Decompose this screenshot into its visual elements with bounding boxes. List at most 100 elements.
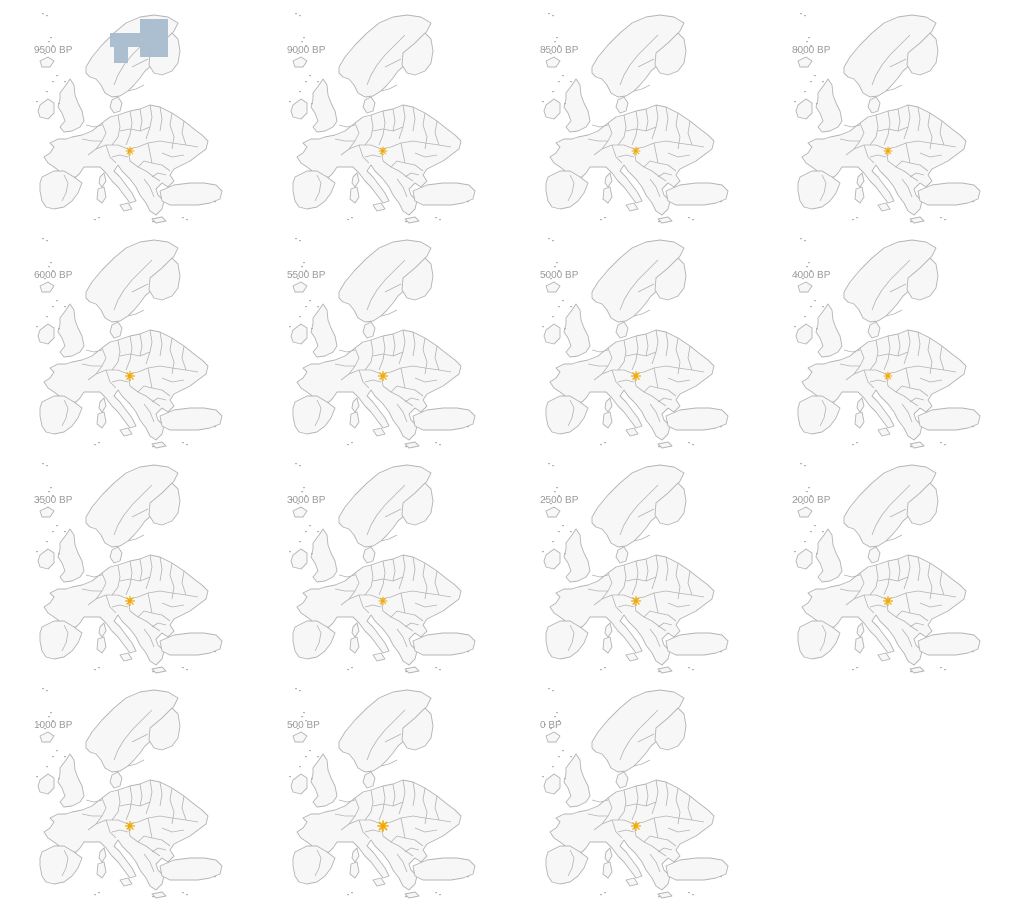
country-border xyxy=(901,628,913,648)
coast-speckle xyxy=(351,442,353,444)
map-panel: 3500 BP xyxy=(2,455,242,674)
coast-speckle xyxy=(814,75,816,77)
coast-speckle xyxy=(299,690,301,692)
coast-speckle xyxy=(658,671,660,673)
land-anatolia xyxy=(665,407,729,431)
land-ireland xyxy=(795,323,813,345)
coast-speckle xyxy=(552,91,554,93)
country-border xyxy=(645,558,649,582)
country-border xyxy=(181,120,187,146)
country-border xyxy=(843,574,861,578)
country-border xyxy=(897,108,901,132)
map-panel: 500 BP xyxy=(255,680,495,899)
country-border xyxy=(863,594,875,614)
coast-speckle xyxy=(98,442,100,444)
country-border xyxy=(145,554,153,590)
land-ireland xyxy=(37,323,55,345)
country-border xyxy=(587,138,608,142)
site-marker-core xyxy=(634,599,638,603)
country-border xyxy=(364,789,374,821)
coast-speckle xyxy=(552,240,554,242)
coast-speckle xyxy=(295,13,297,15)
land-iceland xyxy=(292,731,308,743)
country-border xyxy=(633,84,651,92)
land-anatolia xyxy=(159,182,223,206)
land-sicily xyxy=(625,202,639,212)
coast-speckle xyxy=(810,306,812,308)
land-iceland xyxy=(545,56,561,68)
country-border xyxy=(687,345,693,371)
country-border xyxy=(398,104,406,140)
land-sardinia xyxy=(602,636,613,654)
land-iberia xyxy=(797,170,841,210)
land-sardinia xyxy=(96,186,107,204)
coast-speckle xyxy=(688,667,690,669)
country-border xyxy=(314,624,322,652)
country-border xyxy=(633,759,651,767)
country-border xyxy=(665,556,669,582)
coast-speckle xyxy=(289,326,291,328)
land-sicily xyxy=(119,202,133,212)
panel-time-label: 8500 BP xyxy=(540,45,579,56)
country-border xyxy=(334,813,355,817)
coast-speckle xyxy=(692,894,694,896)
map-panel: 4000 BP xyxy=(760,230,1000,449)
coast-speckle xyxy=(291,274,293,276)
coast-speckle xyxy=(297,728,299,730)
coast-speckle xyxy=(52,81,54,83)
coast-speckle xyxy=(552,690,554,692)
land-britain xyxy=(310,528,338,583)
land-denmark xyxy=(615,546,629,564)
coast-speckle xyxy=(317,756,319,758)
coast-speckle xyxy=(435,667,437,669)
country-border xyxy=(396,628,408,648)
country-border xyxy=(95,140,199,150)
coast-speckle xyxy=(48,266,50,268)
country-border xyxy=(85,349,103,353)
country-border xyxy=(871,34,911,86)
europe-map xyxy=(542,463,729,674)
coast-speckle xyxy=(36,551,38,553)
country-border xyxy=(384,58,402,68)
coast-speckle xyxy=(299,766,301,768)
land-iceland xyxy=(545,506,561,518)
country-border xyxy=(625,801,657,807)
coast-speckle xyxy=(554,266,556,268)
coast-speckle xyxy=(52,720,54,722)
country-border xyxy=(338,349,356,353)
country-border xyxy=(617,154,635,158)
country-border xyxy=(617,114,627,146)
country-border xyxy=(372,351,404,357)
country-border xyxy=(119,351,151,357)
country-border xyxy=(665,781,669,807)
coast-speckle xyxy=(544,724,546,726)
coast-speckle xyxy=(856,442,858,444)
site-marker-icon xyxy=(882,595,894,607)
country-border xyxy=(885,309,903,317)
coast-speckle xyxy=(554,491,556,493)
country-border xyxy=(567,624,575,652)
coast-speckle xyxy=(36,326,38,328)
land-ireland xyxy=(37,773,55,795)
coast-speckle xyxy=(64,531,66,533)
country-border xyxy=(889,58,907,68)
europe-map xyxy=(36,463,223,674)
panel-time-label: 500 BP xyxy=(287,720,320,731)
coast-speckle xyxy=(467,201,469,203)
country-border xyxy=(637,733,655,743)
site-marker-core xyxy=(128,374,132,378)
coast-speckle xyxy=(36,776,38,778)
coast-speckle xyxy=(152,896,154,898)
land-corsica xyxy=(351,397,360,413)
land-iberia xyxy=(39,395,83,435)
coast-speckle xyxy=(317,306,319,308)
country-border xyxy=(853,140,957,150)
coast-speckle xyxy=(604,217,606,219)
country-border xyxy=(903,329,911,365)
land-sardinia xyxy=(349,861,360,879)
europe-map xyxy=(289,13,476,224)
country-border xyxy=(127,148,161,182)
coast-speckle xyxy=(299,316,301,318)
coast-speckle xyxy=(305,81,307,83)
site-marker-icon xyxy=(883,146,893,156)
